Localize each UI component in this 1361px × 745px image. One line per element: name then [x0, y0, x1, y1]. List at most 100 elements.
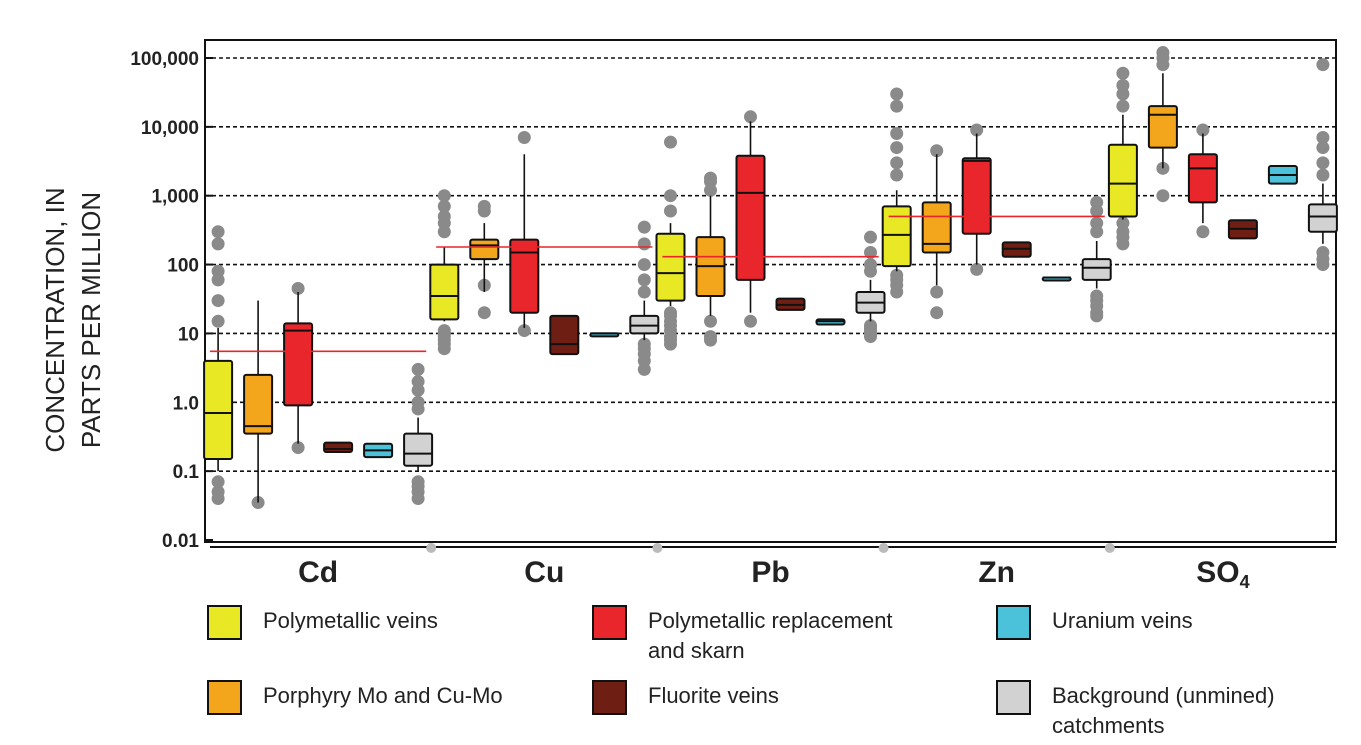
y-tick-label: 100	[167, 256, 199, 277]
outlier-point	[890, 141, 904, 155]
outlier-point	[890, 99, 904, 113]
outlier-point	[1156, 189, 1170, 203]
box-4-2	[815, 318, 846, 326]
outlier-point	[517, 131, 531, 145]
y-axis-title-line-2: PARTS PER MILLION	[76, 192, 106, 448]
legend-swatch	[592, 680, 627, 715]
outlier-point	[930, 144, 944, 158]
outlier-point	[411, 475, 425, 489]
outlier-point	[970, 262, 984, 276]
y-tick-label: 10,000	[141, 118, 199, 139]
outlier-point	[291, 281, 305, 295]
outlier-point	[1316, 168, 1330, 182]
box-4-4	[1267, 165, 1298, 185]
outlier-point	[890, 127, 904, 141]
outlier-point	[637, 258, 651, 272]
box-5-3	[1081, 195, 1112, 323]
box-5-2	[855, 230, 886, 344]
box-body	[283, 322, 314, 407]
outlier-point	[211, 475, 225, 489]
outlier-point	[664, 204, 677, 218]
box-body	[429, 263, 460, 321]
box-body	[1107, 143, 1138, 218]
legend-label: and skarn	[648, 638, 745, 663]
outlier-point	[1196, 123, 1210, 137]
legend-swatch	[207, 680, 242, 715]
category-separator	[652, 543, 663, 553]
outlier-point	[930, 285, 944, 299]
box-2-0	[283, 281, 314, 455]
box-body	[323, 441, 354, 453]
box-body	[509, 238, 540, 314]
outlier-point	[704, 314, 717, 328]
box-body	[881, 205, 912, 268]
outlier-point	[1156, 46, 1170, 60]
outlier-point	[1116, 99, 1130, 113]
box-0-1	[429, 189, 460, 356]
y-tick-label: 1,000	[151, 187, 199, 208]
outlier-point	[1196, 225, 1210, 239]
legend-swatch	[207, 605, 242, 640]
category-axis: Cd Cu Pb Zn SO4	[210, 543, 1336, 592]
category-separator	[426, 543, 437, 553]
box-body	[735, 154, 766, 281]
category-separator	[1104, 543, 1115, 553]
outlier-point	[1090, 216, 1104, 230]
category-label: Cd	[298, 556, 338, 589]
outlier-point	[291, 441, 305, 455]
outlier-point	[211, 237, 225, 251]
outlier-point	[1316, 245, 1330, 259]
outlier-point	[664, 135, 677, 149]
outlier-point	[211, 264, 225, 278]
box-2-4	[1187, 123, 1218, 239]
outlier-point	[744, 110, 757, 124]
legend-label: catchments	[1052, 713, 1165, 738]
box-body	[203, 359, 234, 461]
box-body	[549, 314, 580, 356]
box-1-3	[921, 144, 952, 320]
outlier-point	[744, 314, 757, 328]
legend-label: Fluorite veins	[648, 683, 779, 708]
box-1-2	[695, 171, 726, 347]
legend-swatch	[996, 680, 1031, 715]
box-0-2	[655, 135, 686, 351]
box-body	[243, 373, 274, 435]
outlier-point	[1316, 131, 1330, 145]
outlier-point	[637, 337, 651, 351]
box-1-4	[1147, 46, 1178, 203]
box-4-1	[589, 332, 620, 338]
box-1-1	[469, 199, 500, 320]
outlier-point	[437, 189, 451, 203]
box-body	[1187, 153, 1218, 204]
outlier-point	[437, 199, 451, 213]
box-4-0	[363, 442, 394, 459]
outlier-point	[211, 485, 225, 499]
outlier-point	[864, 245, 877, 259]
plot-area	[203, 46, 1338, 510]
legend-label: Background (unmined)	[1052, 683, 1275, 708]
box-0-4	[1107, 66, 1138, 251]
legend-label: Uranium veins	[1052, 608, 1193, 633]
outlier-point	[704, 330, 717, 344]
legend-label: Porphyry Mo and Cu-Mo	[263, 683, 503, 708]
outlier-point	[211, 225, 225, 239]
legend-swatch	[996, 605, 1031, 640]
y-tick-label: 100,000	[130, 49, 199, 70]
y-tick-label: 1.0	[173, 393, 199, 414]
box-3-1	[549, 314, 580, 356]
box-body	[469, 238, 500, 261]
box-5-4	[1307, 58, 1338, 272]
outlier-point	[211, 294, 225, 308]
outlier-point	[637, 220, 651, 234]
outlier-point	[411, 395, 425, 409]
outlier-point	[864, 258, 877, 272]
outlier-point	[890, 168, 904, 182]
category-label: Pb	[751, 556, 789, 589]
outlier-point	[437, 324, 451, 338]
box-3-2	[775, 297, 806, 311]
outlier-point	[1090, 195, 1104, 209]
box-3-4	[1227, 219, 1258, 240]
outlier-point	[864, 319, 877, 333]
y-tick-label: 0.01	[162, 531, 199, 552]
